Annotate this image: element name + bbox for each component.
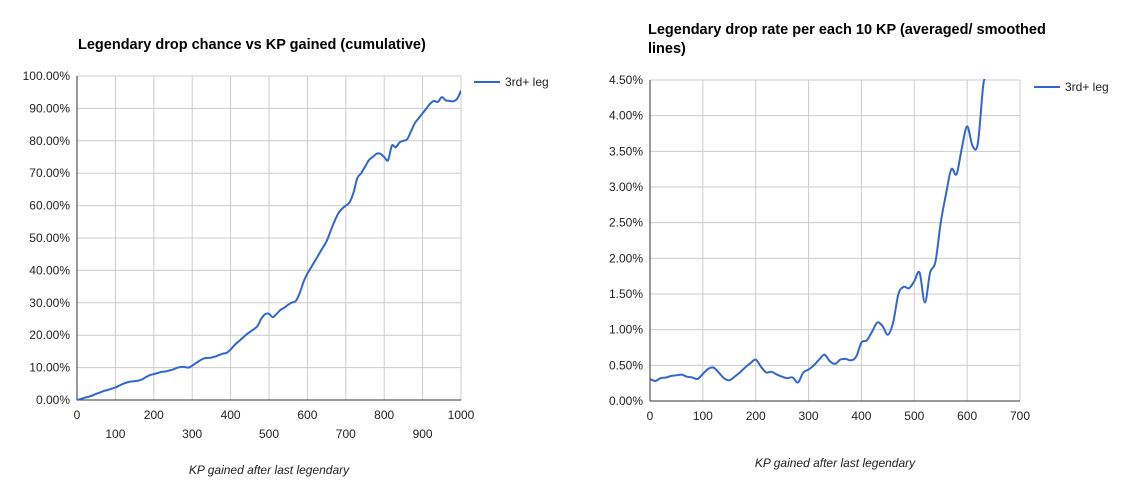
chart-title-left: Legendary drop chance vs KP gained (cumu… (78, 37, 426, 53)
x-tick-label: 1000 (448, 408, 475, 422)
legend-label: 3rd+ leg (505, 75, 549, 89)
chart-right: Legendary drop rate per each 10 KP (aver… (568, 0, 1125, 494)
x-tick-label: 300 (182, 427, 202, 441)
y-tick-label: 60.00% (29, 199, 70, 213)
x-tick-label: 400 (851, 409, 871, 423)
x-tick-label: 800 (374, 408, 394, 422)
y-tick-label: 3.50% (609, 144, 643, 158)
y-tick-label: 0.50% (609, 358, 643, 372)
chart-plot-left: 0.00% 10.00% 20.00% 30.00% 40.00% 50.00% 60.00… (23, 69, 549, 477)
x-tick-label: 600 (957, 409, 977, 423)
y-tick-label: 3.00% (609, 180, 643, 194)
x-tick-label: 200 (144, 408, 164, 422)
y-tick-label: 80.00% (29, 134, 70, 148)
y-tick-label: 50.00% (29, 231, 70, 245)
x-tick-label: 300 (799, 409, 819, 423)
y-tick-label: 30.00% (29, 296, 70, 310)
series-line-0 (77, 90, 461, 401)
chart-left: Legendary drop chance vs KP gained (cumu… (0, 0, 560, 494)
x-tick-label: 500 (904, 409, 924, 423)
x-tick-label: 600 (297, 408, 317, 422)
y-tick-label: 20.00% (29, 328, 70, 342)
y-tick-label: 0.00% (609, 394, 643, 408)
x-tick-label: 500 (259, 427, 279, 441)
y-tick-label: 10.00% (29, 361, 70, 375)
y-tick-label: 90.00% (29, 101, 70, 115)
x-tick-label: 100 (693, 409, 713, 423)
y-tick-label: 2.50% (609, 216, 643, 230)
x-tick-label: 200 (746, 409, 766, 423)
x-axis-label: KP gained after last legendary (189, 463, 350, 477)
y-tick-label: 70.00% (29, 166, 70, 180)
x-tick-label: 700 (1010, 409, 1030, 423)
y-tick-label: 2.00% (609, 251, 643, 265)
x-tick-label: 400 (221, 408, 241, 422)
y-tick-label: 1.00% (609, 323, 643, 337)
x-tick-label: 0 (74, 408, 81, 422)
chart-plot-right: 0.00% 0.50% 1.00% 1.50% 2.00% 2.50% 3.00% 3.50%… (609, 73, 1109, 470)
legend-label: 3rd+ leg (1065, 80, 1109, 94)
x-tick-label: 0 (647, 409, 654, 423)
y-tick-label: 0.00% (36, 393, 70, 407)
x-axis-label: KP gained after last legendary (755, 456, 916, 470)
y-tick-label: 4.50% (609, 73, 643, 87)
x-tick-label: 900 (413, 427, 433, 441)
y-tick-label: 1.50% (609, 287, 643, 301)
x-tick-label: 100 (105, 427, 125, 441)
series-line-0 (650, 79, 986, 384)
x-tick-label: 700 (336, 427, 356, 441)
y-tick-label: 4.00% (609, 109, 643, 123)
y-tick-label: 100.00% (23, 69, 71, 83)
y-tick-label: 40.00% (29, 263, 70, 277)
chart-title-right: Legendary drop rate per each 10 KP (aver… (648, 22, 1046, 57)
